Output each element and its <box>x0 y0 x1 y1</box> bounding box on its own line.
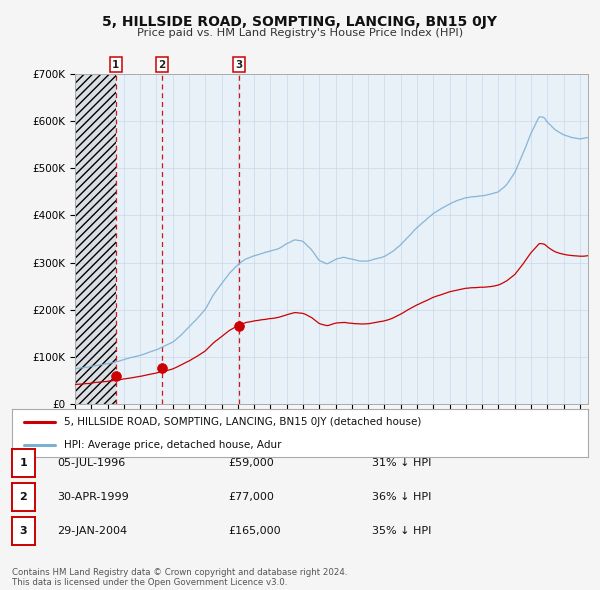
Text: 36% ↓ HPI: 36% ↓ HPI <box>372 492 431 502</box>
Text: 05-JUL-1996: 05-JUL-1996 <box>57 458 125 468</box>
Text: £165,000: £165,000 <box>228 526 281 536</box>
Text: 35% ↓ HPI: 35% ↓ HPI <box>372 526 431 536</box>
Text: Contains HM Land Registry data © Crown copyright and database right 2024.
This d: Contains HM Land Registry data © Crown c… <box>12 568 347 587</box>
Text: 3: 3 <box>236 60 243 70</box>
Text: £59,000: £59,000 <box>228 458 274 468</box>
Text: 5, HILLSIDE ROAD, SOMPTING, LANCING, BN15 0JY: 5, HILLSIDE ROAD, SOMPTING, LANCING, BN1… <box>103 15 497 29</box>
Text: 2: 2 <box>158 60 166 70</box>
Point <box>157 363 167 372</box>
Text: 30-APR-1999: 30-APR-1999 <box>57 492 129 502</box>
Text: 3: 3 <box>20 526 27 536</box>
Text: £77,000: £77,000 <box>228 492 274 502</box>
Text: 31% ↓ HPI: 31% ↓ HPI <box>372 458 431 468</box>
Text: 5, HILLSIDE ROAD, SOMPTING, LANCING, BN15 0JY (detached house): 5, HILLSIDE ROAD, SOMPTING, LANCING, BN1… <box>64 417 421 427</box>
Bar <box>75 74 116 404</box>
Text: 1: 1 <box>112 60 119 70</box>
Text: HPI: Average price, detached house, Adur: HPI: Average price, detached house, Adur <box>64 440 281 450</box>
Text: 29-JAN-2004: 29-JAN-2004 <box>57 526 127 536</box>
Text: 2: 2 <box>20 492 27 502</box>
Text: 1: 1 <box>20 458 27 468</box>
Point <box>111 372 121 381</box>
Point <box>235 322 244 331</box>
Text: Price paid vs. HM Land Registry's House Price Index (HPI): Price paid vs. HM Land Registry's House … <box>137 28 463 38</box>
